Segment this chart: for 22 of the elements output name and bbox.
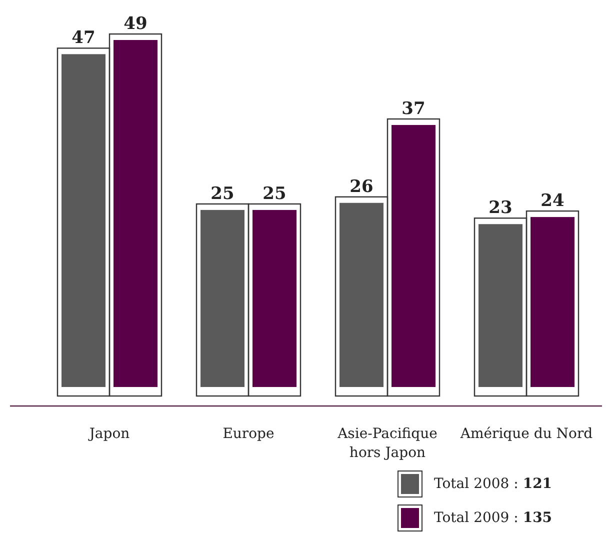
bar [478, 224, 522, 387]
bar [392, 124, 436, 387]
data-label: 47 [72, 28, 96, 48]
data-label: 23 [488, 198, 512, 218]
data-label: 49 [124, 14, 148, 34]
data-label: 24 [540, 191, 564, 212]
bar [200, 210, 244, 387]
x-tick-label: Japon [87, 426, 130, 442]
bar [340, 202, 384, 387]
legend-label: Total 2009 : 135 [434, 510, 552, 526]
x-tick-label: Asie-Pacifique hors Japon [336, 426, 438, 461]
bar [530, 217, 574, 387]
x-tick-label: Europe [222, 426, 274, 442]
bar [62, 54, 106, 387]
data-label: 25 [262, 184, 286, 204]
bar [252, 210, 296, 387]
x-tick-label: Amérique du Nord [459, 426, 593, 442]
legend-label: Total 2008 : 121 [434, 476, 552, 492]
data-label: 37 [402, 98, 426, 119]
data-label: 25 [210, 184, 234, 204]
data-label: 26 [350, 176, 374, 197]
bar [114, 40, 158, 387]
